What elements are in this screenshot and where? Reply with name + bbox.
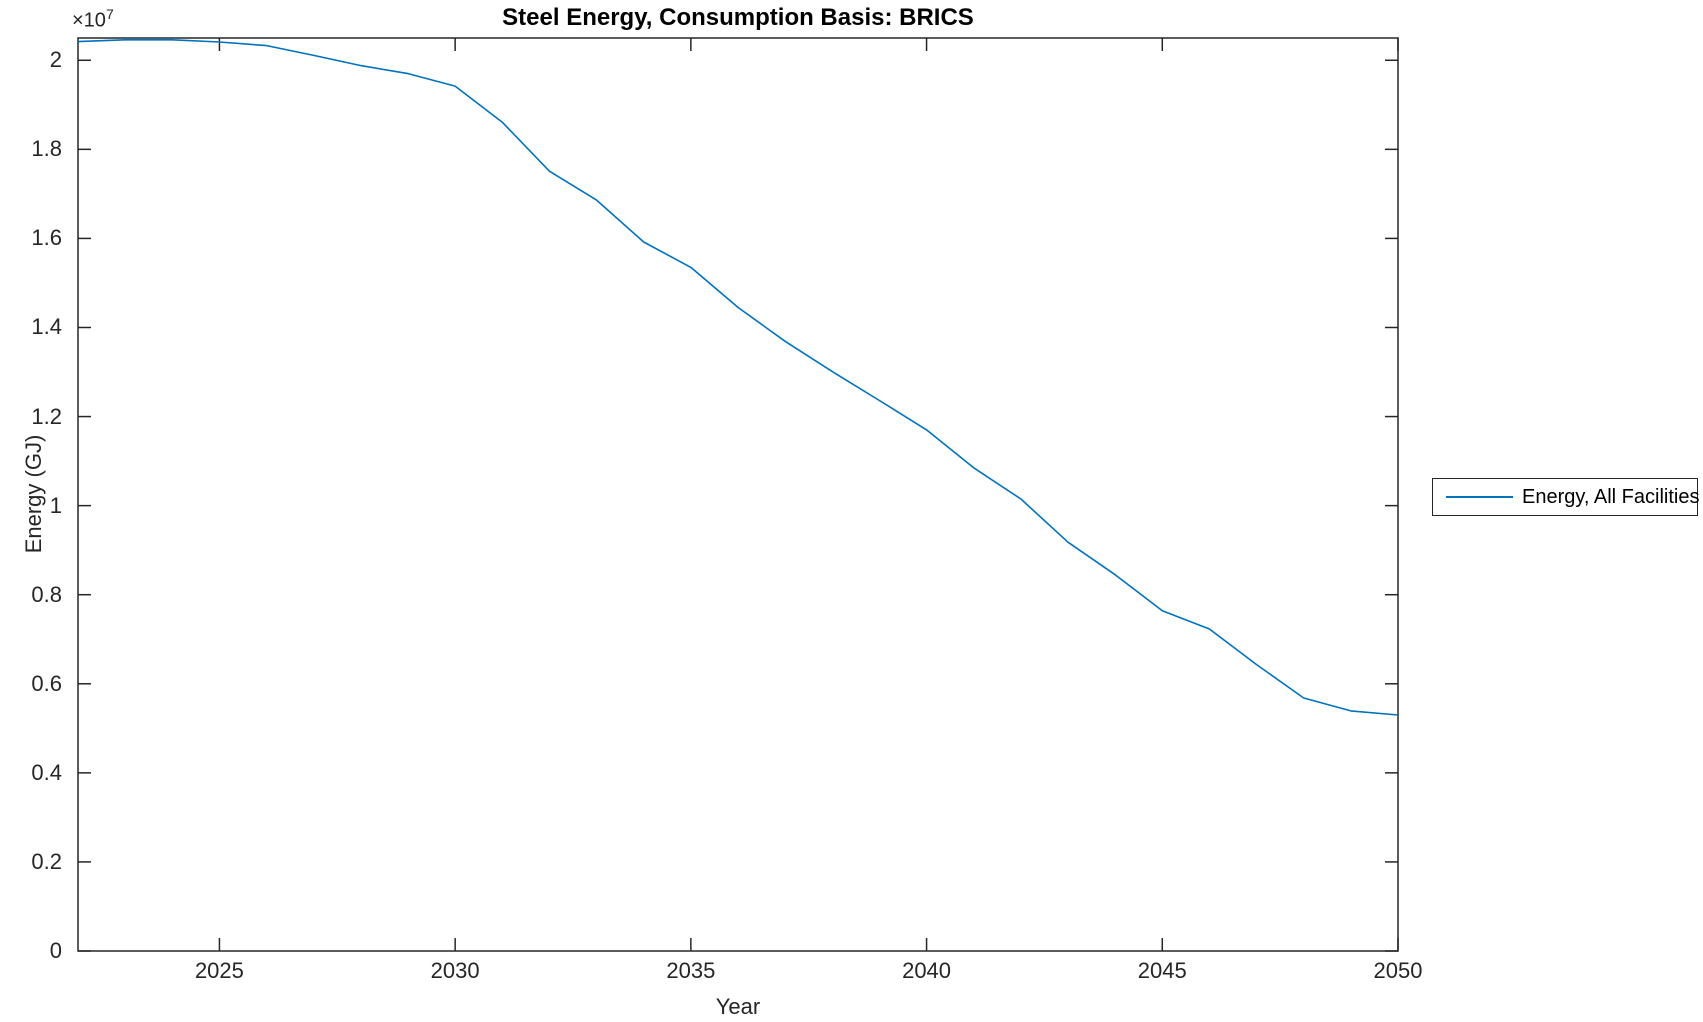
y-tick-label: 1.6 [31,225,62,251]
y-tick-label: 0.8 [31,581,62,607]
offset-exponent: 7 [105,6,114,22]
y-tick-label: 0.2 [31,848,62,874]
x-tick-label: 2040 [902,958,952,983]
y-tick-label: 1.8 [31,136,62,162]
x-tick-label: 2045 [1137,958,1187,983]
chart-title: Steel Energy, Consumption Basis: BRICS [502,4,974,31]
legend-line-sample [1446,496,1513,498]
y-tick-label: 1.2 [31,403,62,429]
y-tick-label: 1 [49,492,62,518]
legend-label: Energy, All Facilities [1522,485,1700,508]
legend: Energy, All Facilities [1432,478,1700,516]
offset-base: ×10 [72,9,106,32]
y-tick-label: 0.6 [31,670,62,696]
y-tick-label: 2 [49,47,62,73]
x-tick-label: 2050 [1373,958,1423,983]
y-axis-label: Energy (GJ) [21,434,46,554]
y-tick-label: 0.4 [31,759,62,785]
x-tick-label: 2025 [194,958,244,983]
y-tick-label: 0 [49,938,62,963]
axes-box [77,37,1399,952]
y-tick-label: 1.4 [31,314,62,340]
y-axis-offset-label: ×107 [72,6,114,33]
x-tick-label: 2035 [666,958,716,983]
x-tick-label: 2030 [430,958,480,983]
x-axis-label: Year [715,994,761,1019]
series-line [77,38,1399,716]
